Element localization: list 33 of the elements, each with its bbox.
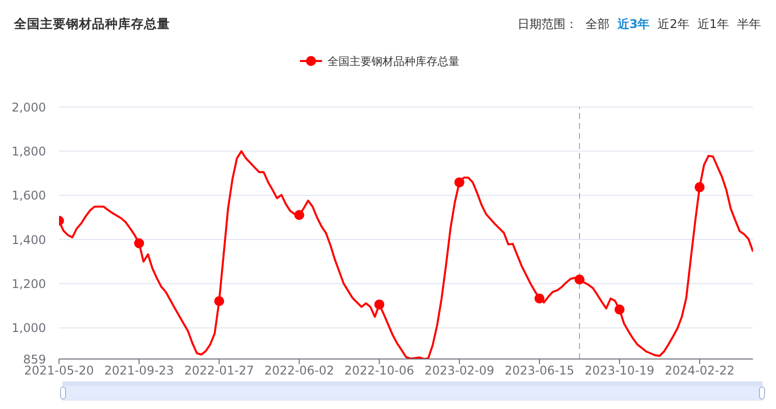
text: 近1年 [697, 16, 729, 33]
text: 近2年 [658, 16, 690, 33]
chart-title: 全国主要钢材品种库存总量 [14, 16, 170, 33]
point [374, 299, 384, 310]
point [694, 182, 705, 192]
x-tick-label: 2022-01-27 [184, 364, 254, 378]
x-tick-label: 2024-02-22 [664, 364, 734, 378]
point [214, 296, 224, 306]
x-tick-label: 2023-10-19 [584, 364, 654, 378]
y-tick-label: 1,200 [12, 276, 46, 291]
y-tick-label: 1,600 [12, 188, 46, 203]
point [294, 210, 304, 220]
x-tick-label: 2021-09-23 [104, 364, 174, 378]
text: 全部 [585, 16, 610, 33]
y-tick-label: 859 [23, 352, 46, 366]
y-tick-label: 1,000 [12, 321, 46, 336]
x-tick-label: 2023-06-15 [504, 364, 574, 378]
y-tick-label: 2,000 [12, 100, 46, 114]
text: 日期范围： [517, 16, 578, 33]
point [574, 274, 584, 284]
x-tick-label: 2022-06-02 [264, 364, 334, 378]
text: 近3年 [617, 16, 650, 33]
point [534, 293, 544, 304]
text: 半年 [737, 16, 761, 33]
point [614, 304, 625, 315]
x-tick-label: 2023-02-09 [424, 364, 494, 378]
legend-label: 全国主要钢材品种库存总量 [328, 54, 460, 68]
y-tick-label: 1,400 [12, 232, 46, 247]
point [454, 177, 464, 188]
point [134, 238, 144, 248]
y-tick-label: 1,800 [12, 144, 46, 158]
x-tick-label: 2022-10-06 [344, 364, 414, 378]
x-tick-label: 2021-05-20 [24, 364, 94, 378]
